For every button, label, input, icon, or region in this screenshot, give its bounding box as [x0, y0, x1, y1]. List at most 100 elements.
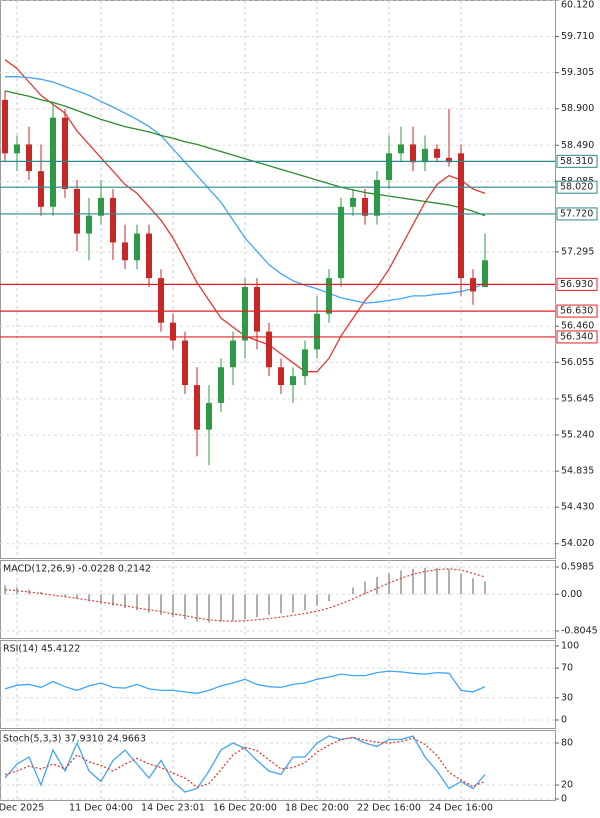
- macd-bar: [76, 594, 78, 599]
- y-tick-label: 70: [561, 663, 573, 674]
- candle-body: [26, 144, 32, 172]
- candle-body: [50, 117, 56, 207]
- candle-body: [242, 287, 248, 341]
- x-tick-label: 18 Dec 20:00: [285, 803, 349, 814]
- macd-bar: [256, 594, 258, 618]
- macd-bar: [448, 569, 450, 595]
- macd-bar: [136, 594, 138, 611]
- x-tick-label: 14 Dec 23:01: [141, 803, 205, 814]
- macd-bar: [232, 594, 234, 621]
- macd-bar: [148, 594, 150, 613]
- level-label-box: [556, 207, 598, 221]
- candle-body: [86, 215, 92, 234]
- panel-frame: [0, 640, 556, 729]
- candle-body: [326, 278, 332, 314]
- macd-bar: [220, 594, 222, 622]
- candle-body: [74, 188, 80, 234]
- macd-bar: [484, 581, 486, 595]
- macd-bar: [316, 594, 318, 606]
- macd-bar: [160, 594, 162, 615]
- indicator-line: [4, 735, 486, 793]
- y-tick-label: 30: [561, 692, 573, 703]
- macd-bar: [352, 587, 354, 595]
- panel-frame: [0, 730, 556, 801]
- y-tick-label: 58.900: [561, 103, 594, 114]
- macd-bar: [208, 594, 210, 623]
- x-tick-label: 16 Dec 20:00: [213, 803, 277, 814]
- y-tick-label: -0.8045: [561, 625, 598, 636]
- y-tick-label: 55.645: [561, 393, 594, 404]
- candle-body: [422, 148, 428, 163]
- indicator-line: [4, 736, 486, 788]
- candle-body: [338, 206, 344, 279]
- candle-body: [38, 171, 44, 207]
- macd-bar: [304, 594, 306, 611]
- level-label: 58.310: [560, 156, 593, 167]
- y-tick-label: 0: [561, 794, 567, 805]
- macd-bar: [196, 594, 198, 622]
- macd-bar: [388, 573, 390, 595]
- macd-bar: [184, 594, 186, 620]
- candle-body: [62, 117, 68, 189]
- candle-body: [374, 180, 380, 216]
- y-tick-label: 59.305: [561, 67, 594, 78]
- macd-bar: [472, 578, 474, 595]
- panel-title: Stoch(5,3,3) 37.9310 24.9663: [3, 734, 146, 745]
- macd-bar: [100, 594, 102, 604]
- candle-body: [98, 197, 104, 216]
- y-tick-label: 57.295: [561, 246, 594, 257]
- candle-body: [458, 153, 464, 279]
- macd-bar: [124, 594, 126, 608]
- indicator-line: [4, 670, 486, 694]
- macd-bar: [424, 567, 426, 595]
- candle-body: [302, 349, 308, 377]
- candle-body: [362, 197, 368, 216]
- y-tick-label: 100: [561, 640, 579, 651]
- y-tick-label: 55.240: [561, 429, 594, 440]
- candle-body: [122, 242, 128, 261]
- candle-body: [170, 322, 176, 341]
- candle-body: [398, 144, 404, 154]
- macd-bar: [364, 581, 366, 595]
- macd-bar: [64, 594, 66, 597]
- x-tick-label: 11 Dec 04:00: [69, 803, 133, 814]
- x-tick-label: 24 Dec 16:00: [429, 803, 493, 814]
- macd-bar: [112, 594, 114, 606]
- macd-bar: [280, 594, 282, 614]
- y-tick-label: 59.710: [561, 31, 594, 42]
- candle-body: [14, 144, 20, 154]
- level-label-box: [556, 330, 598, 344]
- y-tick-label: 20: [561, 780, 573, 791]
- macd-bar: [244, 594, 246, 620]
- y-tick-label: 80: [561, 738, 573, 749]
- candle-body: [206, 402, 212, 430]
- y-tick-label: 56.460: [561, 321, 594, 332]
- y-tick-label: 0.00: [561, 589, 582, 600]
- macd-bar: [328, 594, 330, 602]
- candle-body: [314, 313, 320, 350]
- y-tick-label: 54.020: [561, 538, 594, 549]
- candle-body: [218, 367, 224, 403]
- candle-body: [290, 376, 296, 386]
- macd-bar: [292, 594, 294, 613]
- y-tick-label: 0: [561, 715, 567, 726]
- candle-body: [182, 340, 188, 386]
- candle-body: [134, 233, 140, 261]
- macd-bar: [268, 594, 270, 615]
- y-tick-label: 54.835: [561, 466, 594, 477]
- macd-bar: [88, 594, 90, 602]
- y-tick-label: 56.055: [561, 357, 594, 368]
- y-tick-label: 58.490: [561, 140, 594, 151]
- y-tick-label: 60.120: [561, 0, 594, 11]
- indicator-line: [5, 76, 486, 304]
- macd-bar: [376, 576, 378, 595]
- candle-body: [350, 197, 356, 207]
- y-tick-label: 54.430: [561, 502, 594, 513]
- candle-body: [230, 340, 236, 368]
- level-label: 56.340: [560, 331, 593, 342]
- level-label-box: [556, 180, 598, 194]
- panel-title: MACD(12,26,9) -0.0228 0.2142: [3, 564, 151, 575]
